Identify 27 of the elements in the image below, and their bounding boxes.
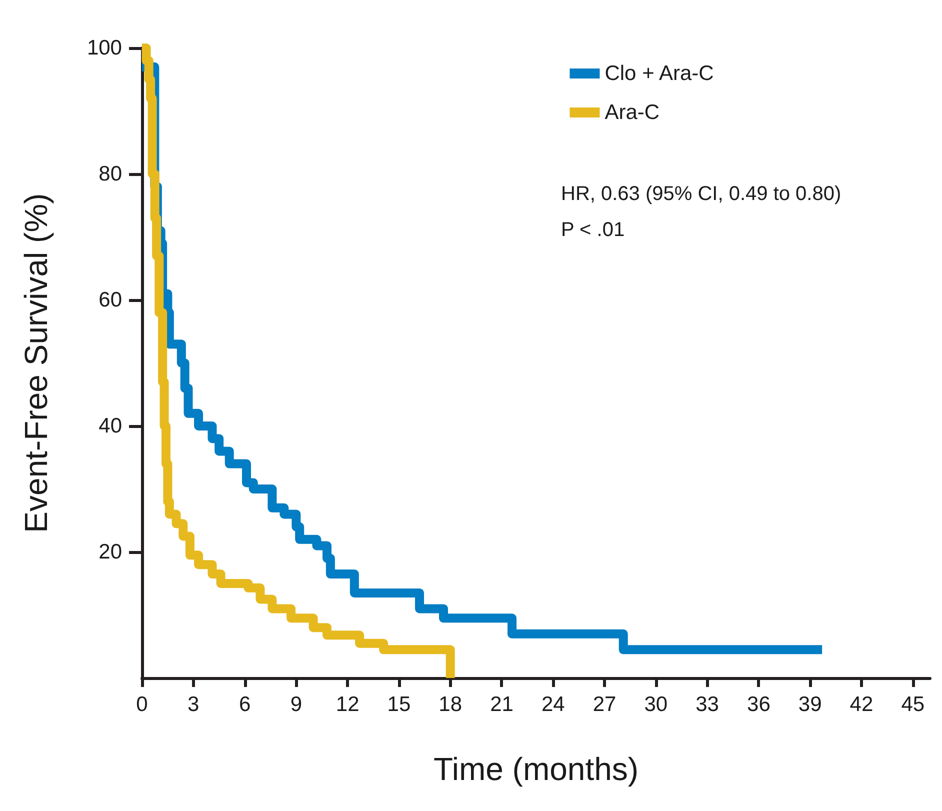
x-tick-label: 18 bbox=[438, 693, 462, 716]
x-tick-label: 15 bbox=[387, 693, 411, 716]
legend-label: Clo + Ara-C bbox=[604, 62, 714, 85]
y-axis-title: Event-Free Survival (%) bbox=[18, 193, 54, 533]
x-tick-label: 27 bbox=[592, 693, 616, 716]
x-tick-label: 42 bbox=[850, 693, 874, 716]
x-tick-label: 9 bbox=[290, 693, 302, 716]
x-tick-label: 6 bbox=[238, 693, 251, 716]
y-tick-label: 80 bbox=[98, 162, 122, 186]
annotation: HR, 0.63 (95% CI, 0.49 to 0.80) bbox=[561, 183, 842, 205]
x-tick-label: 0 bbox=[136, 693, 148, 716]
y-tick-label: 100 bbox=[86, 36, 122, 60]
x-tick-label: 12 bbox=[336, 693, 360, 716]
x-tick-label: 36 bbox=[747, 693, 770, 716]
legend-label: Ara-C bbox=[604, 101, 660, 124]
y-tick-label: 60 bbox=[98, 288, 122, 312]
x-tick-label: 33 bbox=[696, 693, 719, 716]
x-tick-label: 45 bbox=[901, 693, 925, 716]
x-tick-label: 30 bbox=[644, 693, 668, 716]
x-axis-title: Time (months) bbox=[433, 751, 639, 787]
y-tick-label: 20 bbox=[98, 540, 122, 564]
y-tick-label: 40 bbox=[98, 414, 122, 438]
x-tick-label: 3 bbox=[188, 693, 200, 716]
annotation: P < .01 bbox=[561, 219, 625, 241]
x-tick-label: 39 bbox=[798, 693, 822, 716]
x-tick-label: 24 bbox=[541, 693, 566, 716]
x-tick-label: 21 bbox=[490, 693, 514, 716]
